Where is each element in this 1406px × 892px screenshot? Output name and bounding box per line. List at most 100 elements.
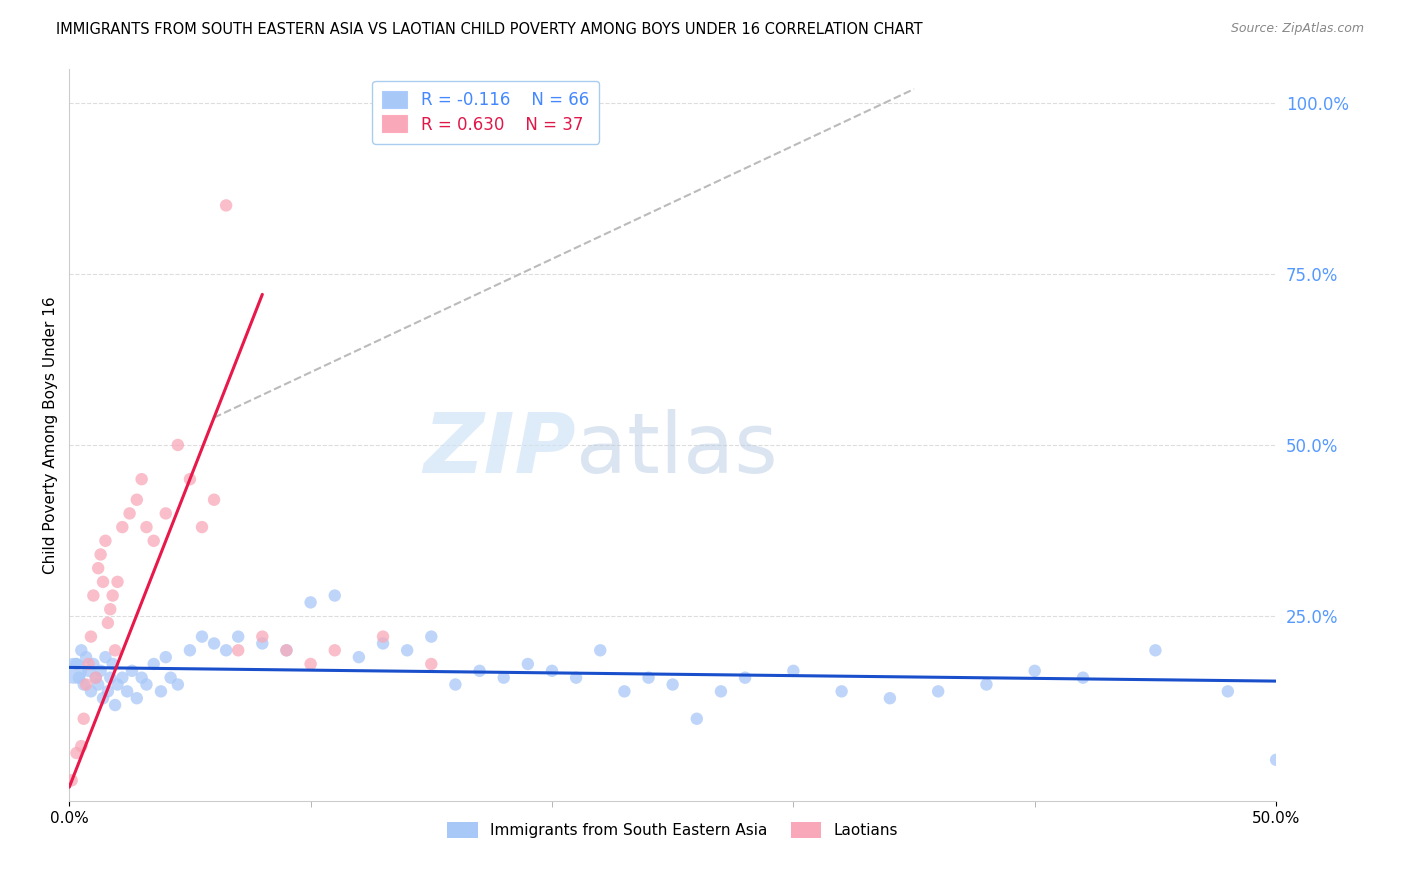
Point xyxy=(831,684,853,698)
Point xyxy=(73,677,96,691)
Point xyxy=(142,657,165,671)
Point xyxy=(70,739,93,753)
Point xyxy=(299,657,322,671)
Point xyxy=(215,643,238,657)
Point xyxy=(82,589,104,603)
Point xyxy=(191,520,214,534)
Point xyxy=(149,684,172,698)
Point xyxy=(468,664,491,678)
Point xyxy=(90,548,112,562)
Point xyxy=(80,630,103,644)
Point xyxy=(135,677,157,691)
Point xyxy=(115,684,138,698)
Point xyxy=(97,615,120,630)
Point xyxy=(77,657,100,671)
Point xyxy=(710,684,733,698)
Point xyxy=(589,643,612,657)
Point xyxy=(118,507,141,521)
Point xyxy=(70,643,93,657)
Point xyxy=(613,684,636,698)
Point xyxy=(73,712,96,726)
Text: ZIP: ZIP xyxy=(423,409,576,490)
Point xyxy=(1216,684,1239,698)
Point xyxy=(131,472,153,486)
Point xyxy=(159,671,181,685)
Point xyxy=(686,712,709,726)
Point xyxy=(87,677,110,691)
Point xyxy=(111,671,134,685)
Point xyxy=(252,630,274,644)
Point xyxy=(101,589,124,603)
Point xyxy=(91,574,114,589)
Point xyxy=(84,671,107,685)
Point xyxy=(276,643,298,657)
Point xyxy=(131,671,153,685)
Point xyxy=(97,684,120,698)
Point xyxy=(226,630,249,644)
Point xyxy=(347,650,370,665)
Point xyxy=(101,657,124,671)
Point xyxy=(215,198,238,212)
Point xyxy=(107,677,129,691)
Point xyxy=(976,677,998,691)
Point xyxy=(782,664,804,678)
Point xyxy=(104,698,127,712)
Point xyxy=(87,561,110,575)
Point xyxy=(396,643,419,657)
Point xyxy=(226,643,249,657)
Point xyxy=(166,438,188,452)
Point xyxy=(202,492,225,507)
Point xyxy=(75,650,97,665)
Point xyxy=(155,650,177,665)
Point xyxy=(516,657,538,671)
Point xyxy=(125,492,148,507)
Point xyxy=(90,664,112,678)
Point xyxy=(107,574,129,589)
Point xyxy=(91,691,114,706)
Point xyxy=(276,643,298,657)
Point xyxy=(299,595,322,609)
Point xyxy=(1071,671,1094,685)
Point xyxy=(541,664,564,678)
Point xyxy=(98,671,121,685)
Point xyxy=(202,636,225,650)
Point xyxy=(1144,643,1167,657)
Point xyxy=(252,636,274,650)
Point xyxy=(60,773,83,788)
Y-axis label: Child Poverty Among Boys Under 16: Child Poverty Among Boys Under 16 xyxy=(44,296,58,574)
Point xyxy=(191,630,214,644)
Point xyxy=(104,643,127,657)
Point xyxy=(565,671,588,685)
Text: IMMIGRANTS FROM SOUTH EASTERN ASIA VS LAOTIAN CHILD POVERTY AMONG BOYS UNDER 16 : IMMIGRANTS FROM SOUTH EASTERN ASIA VS LA… xyxy=(56,22,922,37)
Point xyxy=(492,671,515,685)
Point xyxy=(166,677,188,691)
Point xyxy=(1265,753,1288,767)
Point xyxy=(65,746,87,760)
Point xyxy=(111,520,134,534)
Point xyxy=(121,664,143,678)
Text: atlas: atlas xyxy=(576,409,778,490)
Text: Source: ZipAtlas.com: Source: ZipAtlas.com xyxy=(1230,22,1364,36)
Point xyxy=(98,602,121,616)
Point xyxy=(879,691,901,706)
Point xyxy=(155,507,177,521)
Point xyxy=(179,643,201,657)
Point xyxy=(371,630,394,644)
Point xyxy=(82,657,104,671)
Point xyxy=(94,650,117,665)
Point xyxy=(125,691,148,706)
Point xyxy=(84,671,107,685)
Point xyxy=(179,472,201,486)
Point xyxy=(135,520,157,534)
Point xyxy=(371,636,394,650)
Point xyxy=(734,671,756,685)
Point xyxy=(94,533,117,548)
Legend: Immigrants from South Eastern Asia, Laotians: Immigrants from South Eastern Asia, Laot… xyxy=(441,816,904,845)
Point xyxy=(927,684,949,698)
Point xyxy=(142,533,165,548)
Point xyxy=(420,657,443,671)
Point xyxy=(77,664,100,678)
Point xyxy=(67,671,90,685)
Point xyxy=(63,664,86,678)
Point xyxy=(420,630,443,644)
